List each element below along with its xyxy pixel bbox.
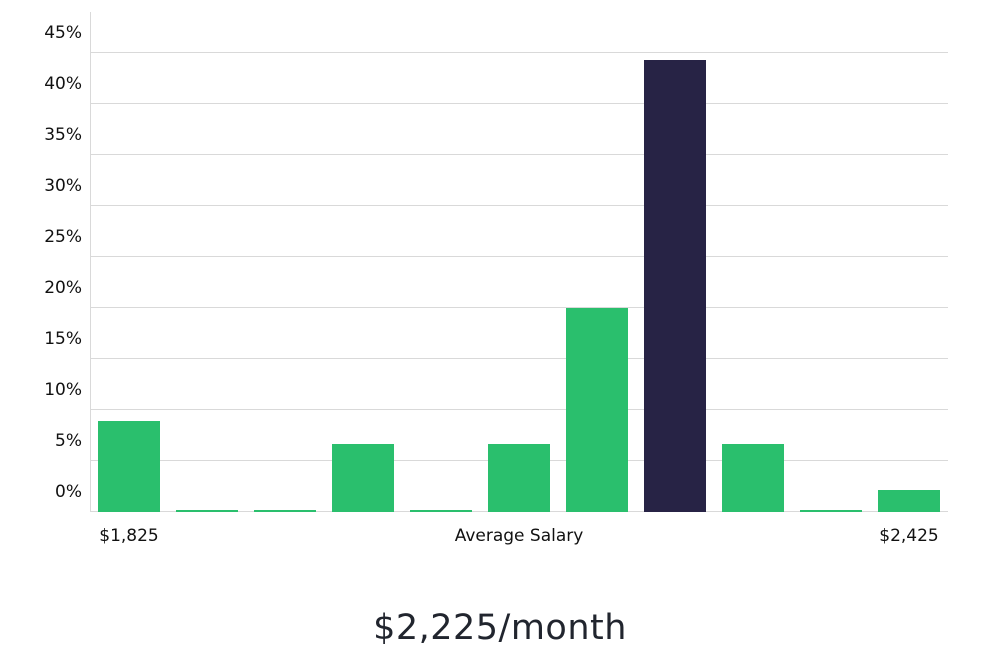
y-axis-tick-label: 10% (44, 379, 82, 400)
bar (877, 489, 941, 512)
gridline-35 (90, 153, 948, 155)
average-salary-title: $2,225/month (373, 608, 627, 648)
gridline-40 (90, 102, 948, 104)
bar (799, 509, 863, 512)
gridline-45 (90, 51, 948, 53)
y-axis-tick-label: 15% (44, 328, 82, 349)
gridline-15 (90, 357, 948, 359)
y-axis-tick-label: 40% (44, 73, 82, 94)
x-axis-label: $2,425 (879, 526, 939, 546)
gridline-25 (90, 255, 948, 257)
plot-area (90, 12, 948, 512)
bar (409, 509, 473, 512)
y-axis: 0% 5% 10% 15% 20% 25% 30% 35% 40% 45% (0, 12, 82, 512)
bar (253, 509, 317, 512)
x-axis: $1,825 Average Salary $2,425 (90, 526, 948, 556)
bar (487, 443, 551, 512)
gridline-10 (90, 408, 948, 410)
y-axis-line (90, 12, 91, 512)
bar (565, 307, 629, 512)
y-axis-tick-label: 35% (44, 124, 82, 145)
x-axis-label: $1,825 (99, 526, 159, 546)
x-axis-label: Average Salary (454, 526, 584, 546)
y-axis-tick-label: 5% (55, 430, 82, 451)
bar-highlighted (643, 59, 707, 512)
y-axis-tick-label: 30% (44, 175, 82, 196)
gridline-20 (90, 306, 948, 308)
y-axis-tick-label: 25% (44, 226, 82, 247)
y-axis-tick-label: 20% (44, 277, 82, 298)
gridline-30 (90, 204, 948, 206)
y-axis-tick-label: 0% (55, 482, 82, 502)
bar (97, 421, 161, 512)
bar (175, 509, 239, 512)
y-axis-tick-label: 45% (44, 22, 82, 43)
bar (721, 443, 785, 512)
bar (331, 443, 395, 512)
